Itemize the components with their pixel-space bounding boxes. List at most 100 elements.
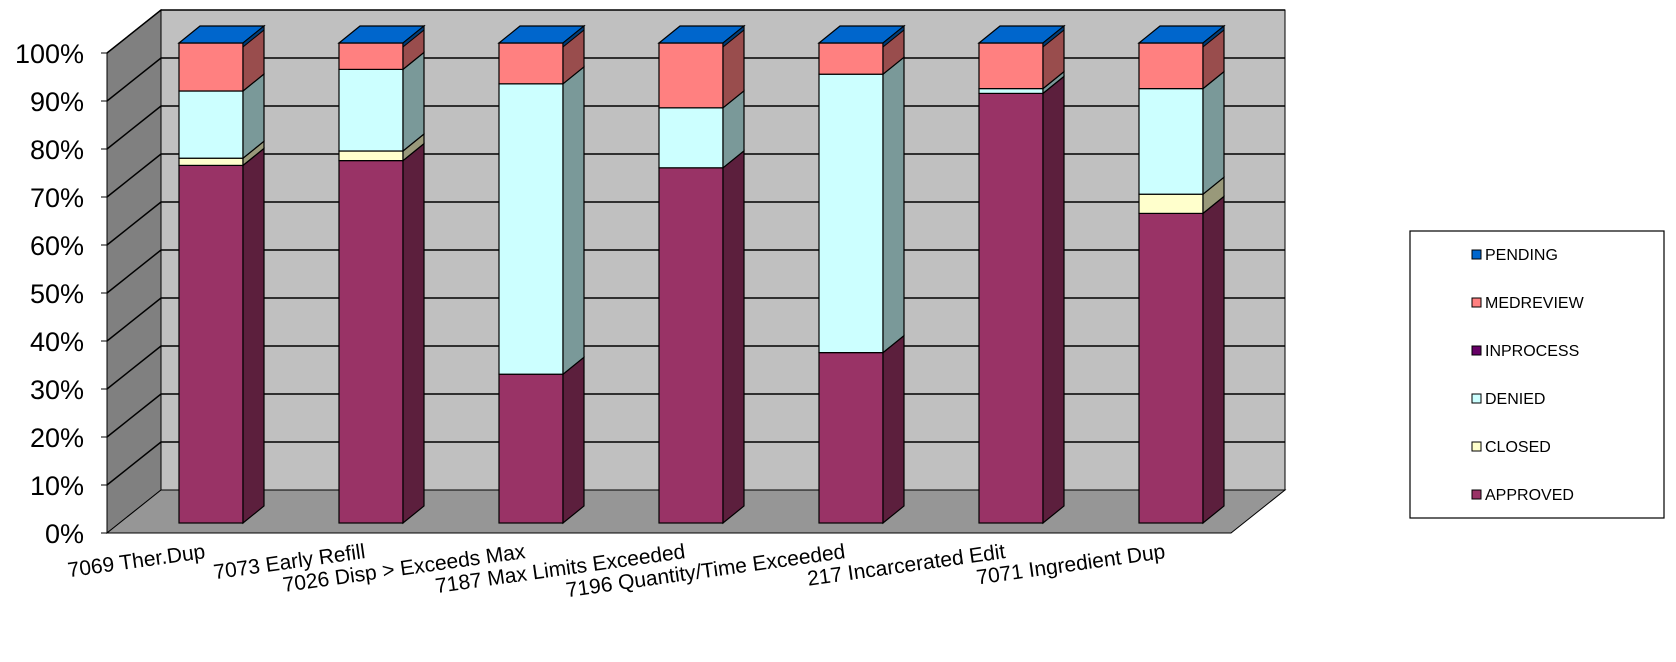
bar-segment-approved — [178, 147, 265, 525]
bar-stack — [1137, 24, 1226, 525]
y-tick-label: 80% — [30, 135, 84, 165]
bar-side — [882, 55, 905, 354]
bar-front — [338, 68, 404, 152]
bar-front — [818, 73, 884, 354]
bar-segment-denied — [498, 65, 585, 376]
legend-swatch — [1471, 297, 1482, 308]
bar-segment-approved — [818, 334, 905, 525]
bar-side — [1202, 195, 1225, 525]
bar-front — [978, 42, 1044, 90]
y-tick-label: 60% — [30, 231, 84, 261]
bar-front — [178, 164, 244, 524]
bar-front — [498, 373, 564, 524]
bar-segment-approved — [498, 355, 585, 525]
y-tick-label: 40% — [30, 327, 84, 357]
bar-front — [178, 42, 244, 92]
bar-stack — [817, 24, 906, 525]
bar-front — [178, 90, 244, 159]
legend-swatch — [1471, 345, 1482, 356]
bar-front — [658, 107, 724, 169]
bar-front — [178, 157, 244, 166]
bar-segment-denied — [658, 89, 745, 170]
bar-stack — [657, 24, 746, 525]
bar-side — [882, 334, 905, 525]
gridline — [106, 201, 1285, 246]
bar-segment-approved — [978, 75, 1065, 525]
legend-label: DENIED — [1485, 391, 1545, 408]
bar-segment-denied — [1138, 70, 1225, 196]
legend-label: PENDING — [1485, 247, 1558, 264]
bar-top-side — [882, 24, 905, 49]
bar-stack — [177, 24, 266, 525]
bar-segment-medreview — [978, 24, 1065, 90]
bar-front — [1138, 42, 1204, 90]
bar-front — [498, 42, 564, 85]
bar-side — [1202, 70, 1225, 196]
bar-segment-medreview — [338, 24, 425, 71]
bar-segment-medreview — [178, 24, 265, 93]
bar-top-side — [562, 24, 585, 49]
bar-segment-denied — [178, 72, 265, 160]
legend-label: CLOSED — [1485, 439, 1551, 456]
legend-swatch — [1471, 489, 1482, 500]
legend-swatch — [1471, 393, 1482, 404]
bar-segment-medreview — [818, 24, 905, 76]
bar-side — [562, 65, 585, 376]
legend-label: INPROCESS — [1485, 343, 1579, 360]
y-tick-label: 20% — [30, 423, 84, 453]
bar-side — [562, 355, 585, 525]
legend-box — [1409, 230, 1665, 519]
legend: PENDING MEDREVIEW INPROCESS DENIED CLOSED APP… — [1409, 230, 1665, 519]
legend-label: APPROVED — [1485, 487, 1574, 504]
gridline — [106, 393, 1285, 438]
y-tick-label: 10% — [30, 471, 84, 501]
bar-stack — [337, 24, 426, 525]
gridline — [106, 153, 1285, 198]
gridline — [106, 105, 1285, 150]
bar-front — [338, 150, 404, 162]
bar-segment-approved — [658, 149, 745, 525]
y-tick-label: 50% — [30, 279, 84, 309]
bar-side — [242, 147, 265, 525]
bar-top-side — [402, 24, 425, 49]
bar-front — [818, 42, 884, 75]
bar-segment-denied — [818, 55, 905, 354]
bar-front — [818, 352, 884, 524]
bar-stack — [977, 24, 1066, 525]
y-tick-label: 100% — [15, 39, 84, 69]
legend-label: MEDREVIEW — [1485, 295, 1585, 312]
legend-swatch — [1471, 441, 1482, 452]
bar-front — [338, 160, 404, 524]
bar-segment-denied — [338, 51, 425, 153]
bar-top-side — [1202, 24, 1225, 49]
bar-front — [1138, 193, 1204, 214]
bar-segment-approved — [1138, 195, 1225, 525]
bar-side — [1042, 75, 1065, 525]
gridline — [106, 345, 1285, 390]
bar-front — [1138, 87, 1204, 195]
bar-side — [402, 142, 425, 525]
bar-stack — [497, 24, 586, 525]
bar-top-side — [722, 24, 745, 49]
legend-swatch — [1471, 249, 1482, 260]
bar-front — [978, 92, 1044, 524]
bars — [177, 24, 1226, 525]
gridline — [106, 249, 1285, 294]
x-category-label: 7069 Ther.Dup — [66, 540, 206, 582]
bar-top-side — [1042, 24, 1065, 49]
bar-front — [498, 83, 564, 375]
bar-front — [658, 167, 724, 524]
gridline — [106, 441, 1285, 486]
bar-side — [722, 149, 745, 525]
y-tick-label: 30% — [30, 375, 84, 405]
y-tick-label: 90% — [30, 87, 84, 117]
bar-top-side — [242, 24, 265, 49]
gridlines — [106, 9, 1285, 486]
gridline — [106, 57, 1285, 102]
y-axis-ticks: 0% 10% 20% 30% 40% 50% 60% 70% 80% 90% 100% — [15, 39, 107, 549]
y-tick-label: 70% — [30, 183, 84, 213]
bar-segment-approved — [338, 142, 425, 525]
bar-front — [1138, 212, 1204, 524]
